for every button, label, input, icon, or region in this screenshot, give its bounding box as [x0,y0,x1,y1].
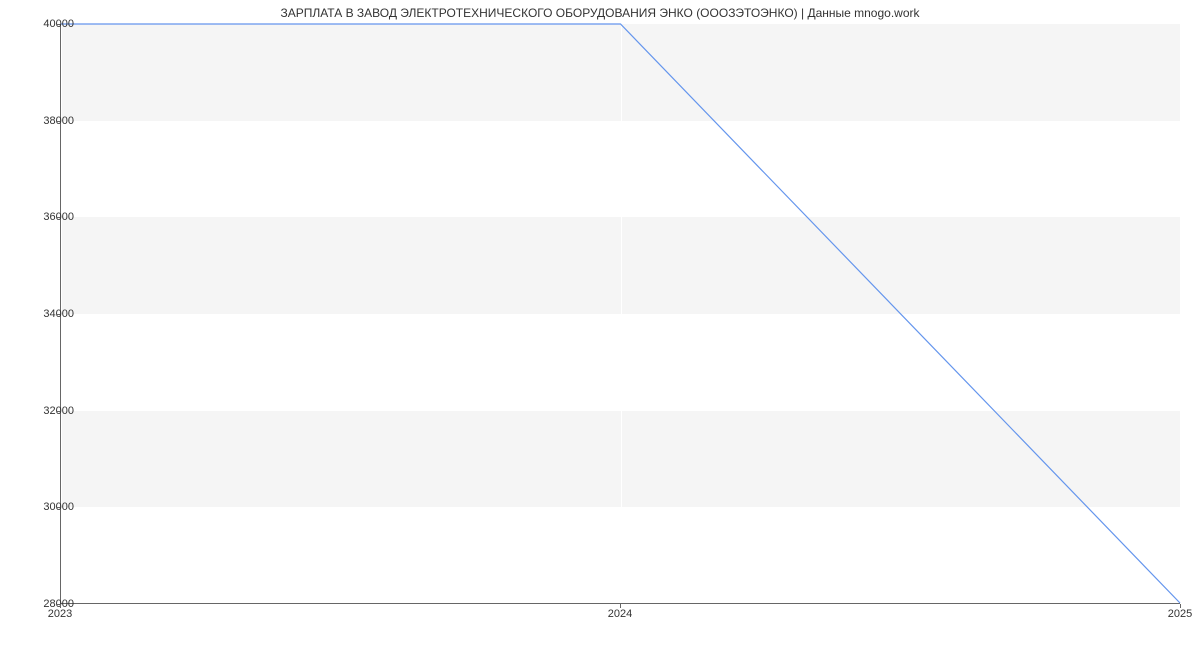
y-tick-mark [56,411,60,412]
salary-chart: ЗАРПЛАТА В ЗАВОД ЭЛЕКТРОТЕХНИЧЕСКОГО ОБО… [0,0,1200,650]
y-tick-mark [56,121,60,122]
x-tick-label: 2025 [1168,608,1192,620]
y-tick-mark [56,24,60,25]
x-tick-mark [1180,604,1181,608]
grid-line-v [1181,24,1182,603]
chart-title: ЗАРПЛАТА В ЗАВОД ЭЛЕКТРОТЕХНИЧЕСКОГО ОБО… [0,6,1200,20]
x-tick-label: 2024 [608,608,632,620]
y-tick-mark [56,217,60,218]
y-tick-mark [56,507,60,508]
x-tick-label: 2023 [48,608,72,620]
line-layer [61,24,1180,603]
series-line-salary [61,24,1180,603]
y-tick-mark [56,314,60,315]
plot-area [60,24,1180,604]
x-tick-mark [60,604,61,608]
x-tick-mark [620,604,621,608]
